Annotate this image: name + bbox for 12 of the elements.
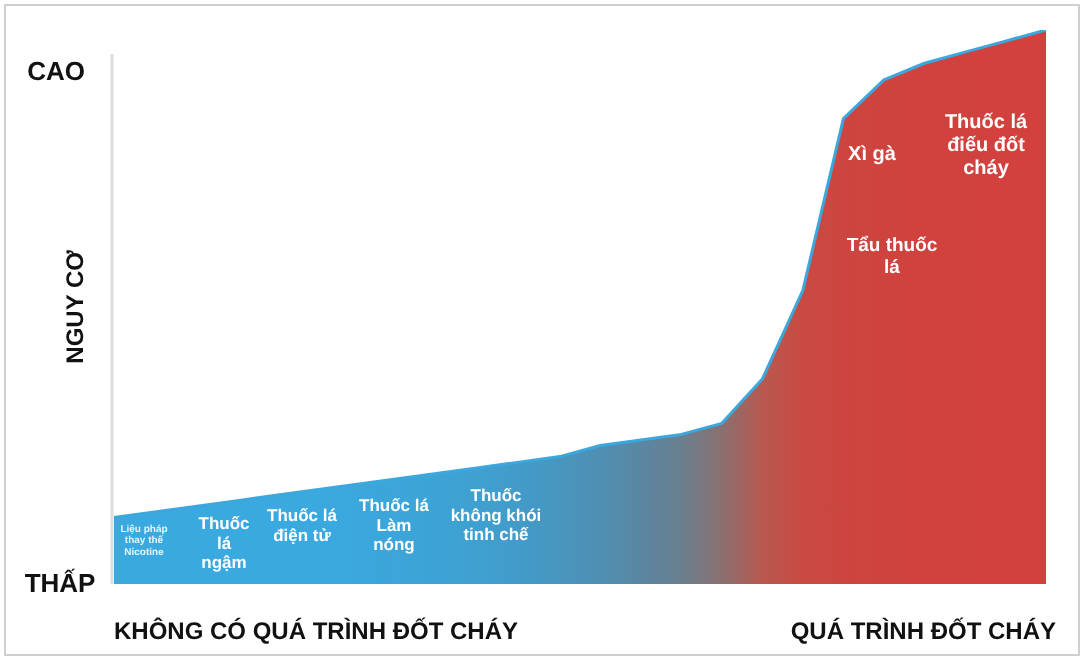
annotation: Thuốc lá điện tử xyxy=(267,505,338,545)
text: KHÔNG CÓ QUÁ TRÌNH ĐỐT CHÁY xyxy=(114,616,518,645)
y-axis-title: NGUY CƠ xyxy=(60,248,89,364)
text: CAO xyxy=(27,56,85,87)
annotation: Thuốc lá Làm nóng xyxy=(359,495,430,555)
text: QUÁ TRÌNH ĐỐT CHÁY xyxy=(790,616,1056,645)
annotation: Thuốc không khói tinh chế xyxy=(450,485,542,545)
annotation: Thuốc lá điếu đốt cháy xyxy=(944,111,1028,180)
annotation: Thuốc lá ngậm xyxy=(198,513,251,573)
annotation: Tẩu thuốc lá xyxy=(846,234,938,279)
annotation: Xì gà xyxy=(848,143,897,166)
annotation: THẤP xyxy=(24,568,97,599)
